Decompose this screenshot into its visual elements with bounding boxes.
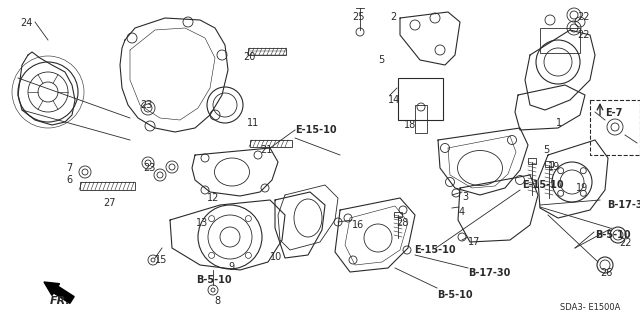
Text: B-5-10: B-5-10 <box>595 230 630 240</box>
Text: 23: 23 <box>143 163 156 173</box>
Bar <box>248 48 286 55</box>
Text: 12: 12 <box>207 193 220 203</box>
Text: B-5-10: B-5-10 <box>437 290 472 300</box>
Text: 1: 1 <box>556 118 562 128</box>
Bar <box>80 182 135 190</box>
Text: 5: 5 <box>378 55 384 65</box>
Bar <box>590 100 640 155</box>
Text: 14: 14 <box>388 95 400 105</box>
Text: 7: 7 <box>66 163 72 173</box>
Text: 21: 21 <box>260 145 273 155</box>
Text: 8: 8 <box>214 296 220 306</box>
Bar <box>398 78 443 120</box>
Text: B-17-30: B-17-30 <box>607 200 640 210</box>
Bar <box>394 212 402 217</box>
Text: B-17-30: B-17-30 <box>468 268 510 278</box>
Text: E-15-10: E-15-10 <box>414 245 456 255</box>
Text: FR.: FR. <box>50 296 71 306</box>
Text: 5: 5 <box>543 145 549 155</box>
Text: 4: 4 <box>459 207 465 217</box>
Text: 15: 15 <box>155 255 168 265</box>
Text: 3: 3 <box>462 192 468 202</box>
Text: 22: 22 <box>577 12 589 22</box>
Text: 16: 16 <box>352 220 364 230</box>
Text: 27: 27 <box>103 198 115 208</box>
Text: 11: 11 <box>247 118 259 128</box>
Text: 17: 17 <box>468 237 481 247</box>
Text: 22: 22 <box>577 30 589 40</box>
Text: 10: 10 <box>270 252 282 262</box>
Text: 19: 19 <box>548 162 560 172</box>
Text: B-5-10: B-5-10 <box>196 275 232 285</box>
FancyArrow shape <box>44 282 74 303</box>
Text: 25: 25 <box>352 12 365 22</box>
Text: E-7: E-7 <box>605 108 622 118</box>
Text: 24: 24 <box>20 18 33 28</box>
Text: 13: 13 <box>196 218 208 228</box>
Bar <box>415 105 427 133</box>
Text: E-15-10: E-15-10 <box>522 180 564 190</box>
Bar <box>250 140 292 147</box>
Text: 2: 2 <box>390 12 396 22</box>
Text: 6: 6 <box>66 175 72 185</box>
Text: E-15-10: E-15-10 <box>295 125 337 135</box>
Bar <box>528 158 536 164</box>
Text: 20: 20 <box>243 52 255 62</box>
Text: 9: 9 <box>228 262 234 272</box>
Bar <box>545 161 553 167</box>
Bar <box>540 28 580 53</box>
Text: 19: 19 <box>576 183 588 193</box>
Text: SDA3- E1500A: SDA3- E1500A <box>560 303 620 312</box>
Text: 26: 26 <box>600 268 612 278</box>
Text: 18: 18 <box>404 120 416 130</box>
Text: 23: 23 <box>140 100 152 110</box>
Text: 28: 28 <box>396 218 408 228</box>
Text: 22: 22 <box>619 238 632 248</box>
